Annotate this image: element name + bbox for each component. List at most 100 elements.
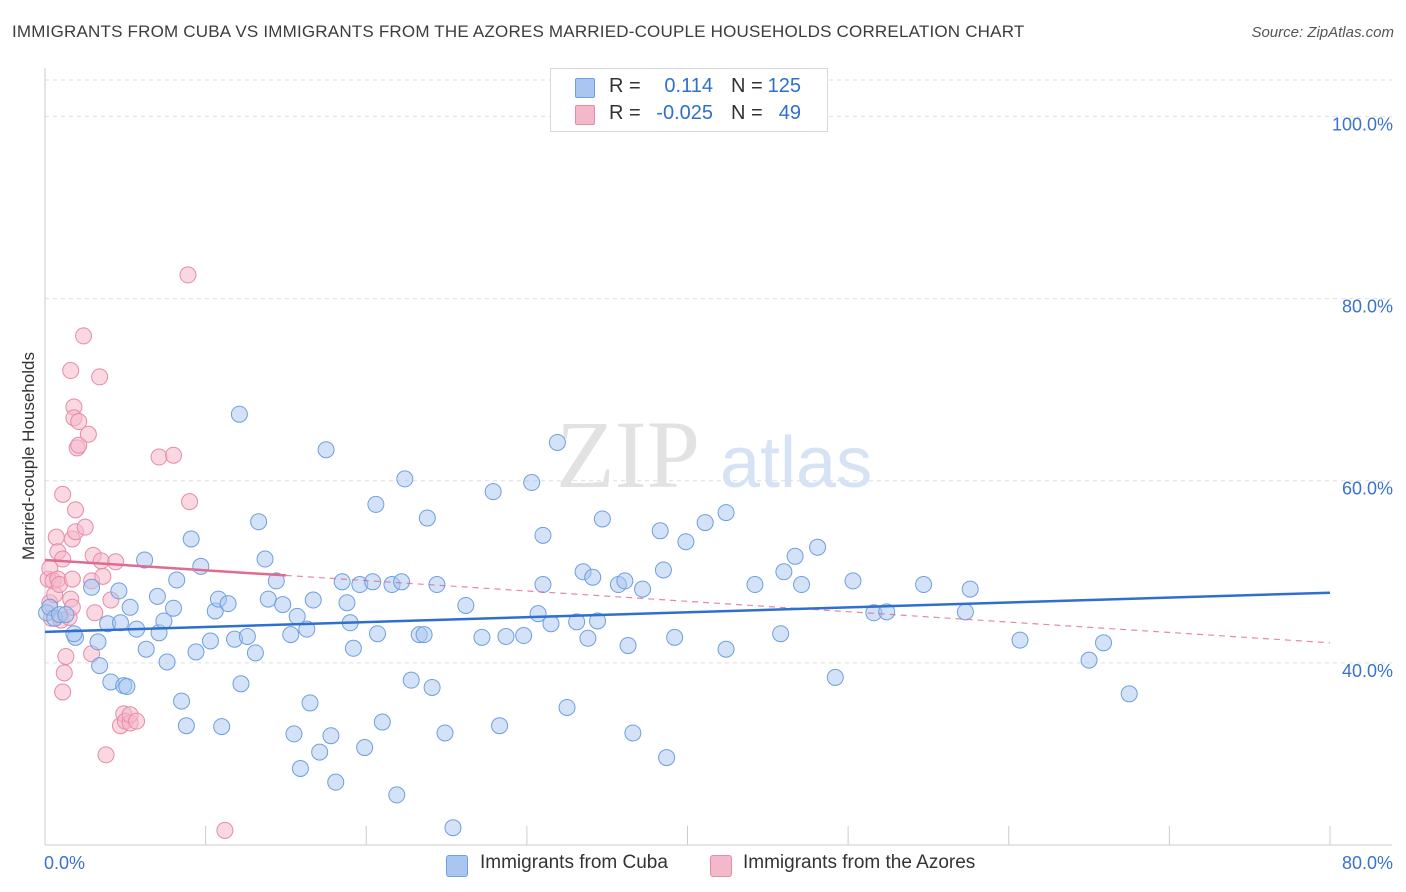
- cuba-point-65: [368, 625, 386, 643]
- cuba-point-34: [213, 718, 231, 736]
- azores-point-35: [86, 604, 104, 622]
- trend-lines: [44, 558, 1331, 644]
- azores-point-15: [57, 647, 75, 665]
- azores-point-6: [47, 528, 65, 546]
- azores-n-value: 49: [778, 102, 801, 124]
- source-note: Source: ZipAtlas.com: [1251, 24, 1394, 41]
- cuba-points: [38, 405, 1138, 837]
- cuba-point-53: [311, 743, 329, 761]
- cuba-point-111: [746, 576, 764, 594]
- cuba-point-88: [534, 526, 552, 544]
- azores-point-28: [70, 413, 88, 431]
- cuba-point-15: [118, 678, 136, 696]
- azores-point-36: [91, 368, 109, 386]
- y-tick-label-60: 60.0%: [1342, 479, 1393, 499]
- cuba-point-74: [418, 509, 436, 527]
- cuba-point-112: [772, 625, 790, 643]
- cuba-trend-line: [44, 591, 1331, 634]
- cuba-point-91: [558, 698, 576, 716]
- cuba-point-27: [177, 717, 195, 735]
- azores-point-13: [54, 683, 72, 701]
- cuba-point-84: [515, 627, 533, 645]
- cuba-point-82: [491, 717, 509, 735]
- cuba-point-46: [282, 626, 300, 644]
- azores-point-52: [216, 821, 234, 839]
- cuba-point-114: [786, 547, 804, 565]
- cuba-point-120: [878, 603, 896, 621]
- cuba-point-110: [717, 640, 735, 658]
- cuba-point-25: [168, 571, 186, 589]
- cuba-point-117: [826, 668, 844, 686]
- cuba-point-95: [584, 568, 602, 586]
- cuba-point-99: [616, 572, 634, 590]
- cuba-point-90: [548, 433, 566, 451]
- cuba-point-52: [304, 591, 322, 609]
- cuba-point-64: [367, 495, 385, 513]
- cuba-point-101: [624, 724, 642, 742]
- cuba-point-9: [91, 657, 109, 675]
- tick-labels: 40.0% 60.0% 80.0% 100.0% 0.0% 80.0%: [44, 114, 1393, 873]
- cuba-point-57: [333, 573, 351, 591]
- cuba-point-29: [187, 643, 205, 661]
- cuba-point-97: [593, 510, 611, 528]
- cuba-point-109: [717, 504, 735, 522]
- y-tick-label-80: 80.0%: [1342, 297, 1393, 317]
- azores-point-31: [79, 425, 97, 443]
- y-axis-label: Married-couple Households: [19, 352, 38, 560]
- cuba-point-94: [579, 629, 597, 647]
- cuba-point-60: [344, 639, 362, 657]
- azores-point-27: [62, 362, 80, 380]
- azores-point-47: [128, 712, 146, 730]
- cuba-point-71: [402, 671, 420, 689]
- azores-point-23: [67, 501, 85, 519]
- cuba-r-label: R =: [609, 75, 641, 97]
- azores-point-48: [150, 448, 168, 466]
- azores-point-37: [92, 552, 110, 570]
- cuba-n-value: 125: [767, 75, 801, 97]
- cuba-point-39: [238, 627, 256, 645]
- legend-row-cuba: R = 0.114 N = 125: [551, 74, 827, 100]
- cuba-point-123: [961, 580, 979, 598]
- azores-point-12: [54, 550, 72, 568]
- cuba-point-26: [173, 692, 191, 710]
- cuba-swatch: [575, 78, 595, 98]
- y-tick-label-40: 40.0%: [1342, 661, 1393, 681]
- cuba-point-106: [666, 628, 684, 646]
- cuba-r-value: 0.114: [664, 75, 713, 97]
- cuba-point-62: [356, 739, 374, 757]
- cuba-point-18: [136, 551, 154, 569]
- watermark-zip: ZIP: [556, 401, 700, 508]
- cuba-point-43: [259, 590, 277, 608]
- azores-trend-extension: [285, 574, 1331, 644]
- grid-lines: [45, 79, 1392, 664]
- bottom-legend-azores-label: Immigrants from the Azores: [743, 852, 976, 873]
- cuba-point-89: [542, 615, 560, 633]
- cuba-point-92: [568, 613, 586, 631]
- cuba-point-63: [364, 573, 382, 591]
- cuba-point-115: [793, 576, 811, 594]
- cuba-point-30: [192, 557, 210, 575]
- y-tick-label-100: 100.0%: [1332, 114, 1393, 134]
- cuba-point-6: [65, 625, 83, 643]
- cuba-point-113: [775, 563, 793, 581]
- cuba-point-40: [246, 644, 264, 662]
- cuba-point-8: [83, 578, 101, 596]
- cuba-point-81: [484, 483, 502, 501]
- azores-trend-line: [44, 558, 287, 577]
- azores-n-label: N =: [731, 102, 763, 124]
- cuba-point-80: [473, 628, 491, 646]
- cuba-point-75: [423, 678, 441, 696]
- bottom-legend-cuba-swatch: [446, 855, 468, 877]
- azores-point-50: [181, 493, 199, 511]
- cuba-point-13: [110, 582, 128, 600]
- axes: [44, 68, 1392, 846]
- cuba-point-35: [219, 595, 237, 613]
- azores-point-11: [54, 485, 72, 503]
- cuba-point-38: [230, 405, 248, 423]
- cuba-point-41: [250, 513, 268, 531]
- cuba-point-37: [232, 675, 250, 693]
- azores-point-30: [76, 518, 94, 536]
- azores-point-41: [107, 553, 125, 571]
- cuba-point-70: [396, 470, 414, 488]
